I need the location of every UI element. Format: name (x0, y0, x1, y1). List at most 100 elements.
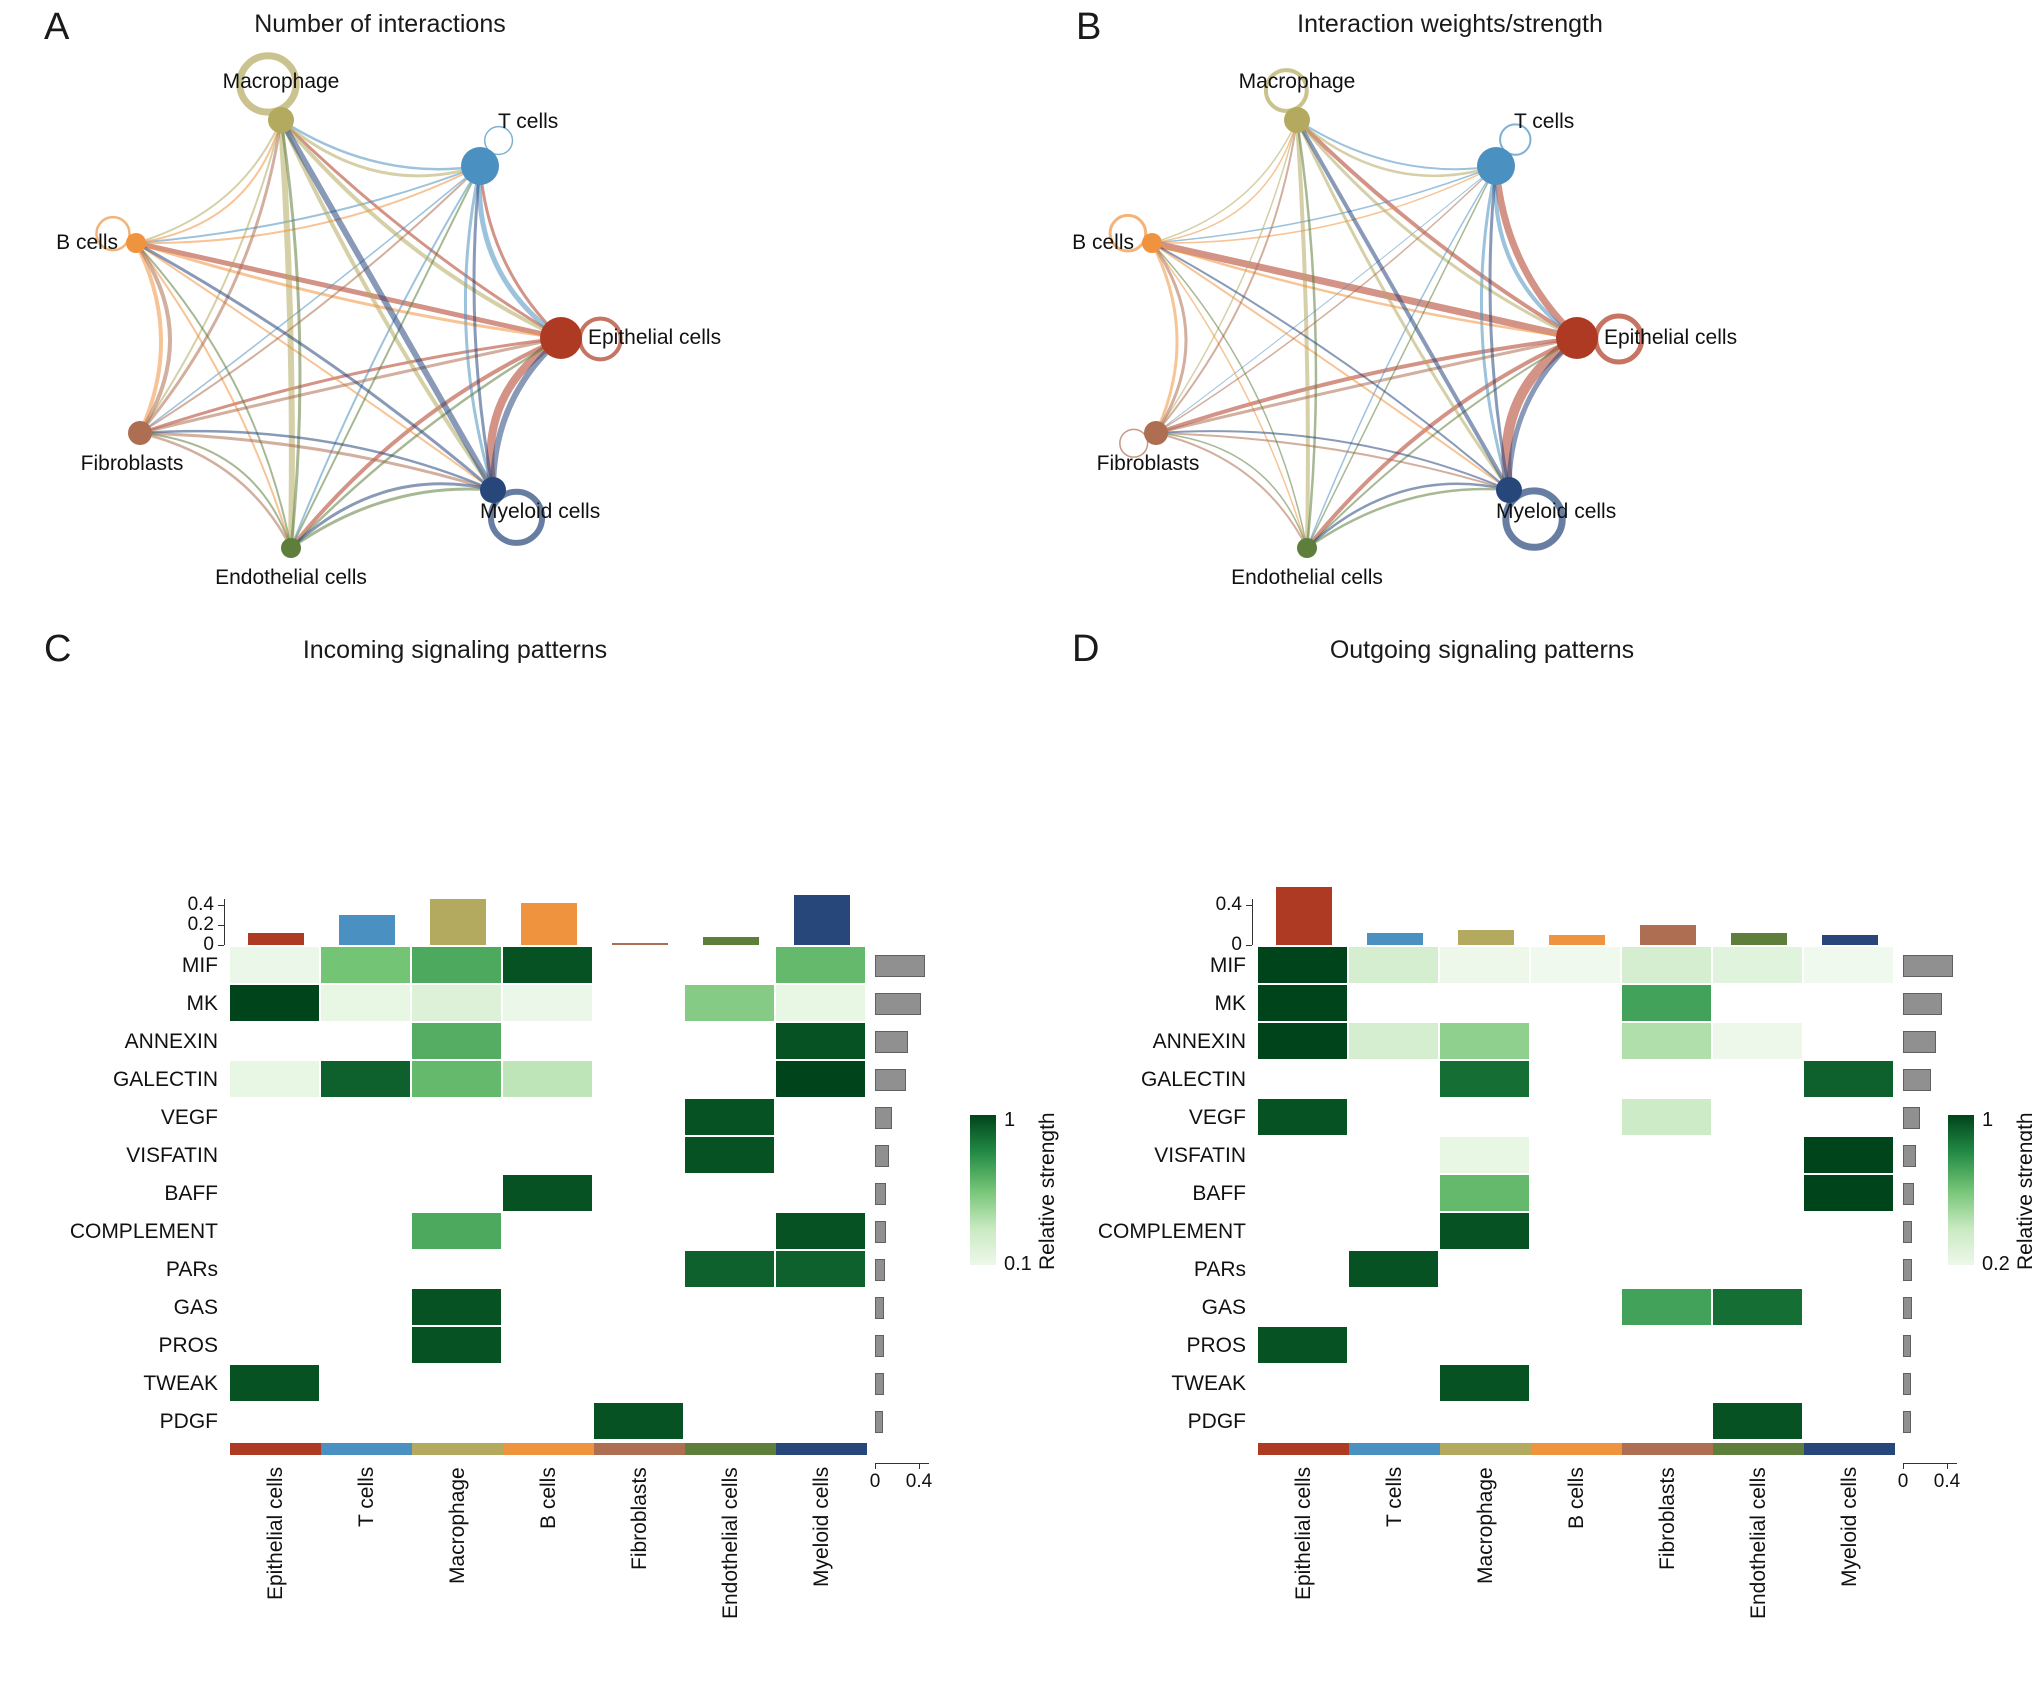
heatmap-cell (503, 1403, 592, 1439)
top-bar-axis (224, 899, 225, 945)
heatmap-cell (1713, 1061, 1802, 1097)
heatmap-cell (321, 1327, 410, 1363)
heatmap-cell (1531, 1251, 1620, 1287)
top-bar-axis-tick (218, 945, 224, 946)
heatmap-cell (1440, 1365, 1529, 1401)
heatmap-cell (1713, 1365, 1802, 1401)
pathway-row-label: ANNEXIN (124, 1030, 218, 1053)
network-node (1142, 233, 1162, 253)
top-bar-tick-label: 0.4 (187, 894, 214, 915)
row-strength-bar (875, 1145, 890, 1167)
heatmap-cell (503, 1099, 592, 1135)
network-edge (476, 163, 564, 341)
heatmap-cell (321, 1137, 410, 1173)
heatmap-cell (321, 1213, 410, 1249)
network-edge (279, 118, 563, 340)
heatmap-cell (1804, 1251, 1893, 1287)
interaction-count-network: Epithelial cells T cells Macrophage B cells… (56, 52, 721, 589)
heatmap-cell (1440, 1289, 1529, 1325)
heatmap-cell (776, 1213, 865, 1249)
pathway-row-label: BAFF (164, 1182, 218, 1205)
right-bar-axis-tick (1903, 1463, 1904, 1469)
heatmap-cell (685, 1023, 774, 1059)
pathway-row-label: TWEAK (1171, 1372, 1246, 1395)
panel-title-c: Incoming signaling patterns (302, 636, 608, 664)
heatmap-cell (412, 1137, 501, 1173)
heatmap-cell (1622, 1137, 1711, 1173)
heatmap-cell (1258, 1137, 1347, 1173)
heatmap-cell (412, 1023, 501, 1059)
heatmap-cell (594, 1403, 683, 1439)
network-edge (1155, 432, 1308, 549)
colorbar-gradient (970, 1115, 996, 1265)
row-strength-bar (1903, 1221, 1912, 1243)
colorbar-title: Relative strength (1036, 1112, 1059, 1270)
top-bar (1275, 887, 1332, 945)
heatmap-cell (321, 1099, 410, 1135)
heatmap-cell (1349, 1023, 1438, 1059)
network-edge (134, 241, 164, 435)
column-annotation (412, 1443, 503, 1455)
network-edge (1295, 118, 1579, 340)
heatmap-cell (1258, 1365, 1347, 1401)
right-bar-tick-label: 0.4 (905, 1471, 933, 1492)
heatmap-cell (1440, 1061, 1529, 1097)
colorbar-gradient (1948, 1115, 1974, 1265)
network-edge (1151, 242, 1308, 549)
right-bar-axis-tick (1947, 1463, 1948, 1469)
row-strength-bar (1903, 1297, 1912, 1319)
heatmap-cell (1622, 1365, 1711, 1401)
heatmap-cell (1713, 1023, 1802, 1059)
pathway-row-label: MIF (181, 954, 218, 977)
outgoing-signaling-heatmap: 1 0.2 Relative strength 0 0.4 MIF MK ANNEXIN… (1062, 622, 2032, 1684)
heatmap-cell (503, 1137, 592, 1173)
network-edge (1488, 164, 1511, 492)
heatmap-cell (1531, 947, 1620, 983)
pathway-row-label: BAFF (1192, 1182, 1246, 1205)
column-label: Myeloid cells (1837, 1467, 1861, 1588)
colorbar-max-label: 1 (1004, 1109, 1016, 1131)
network-node (281, 538, 301, 558)
panel-letter-a: A (44, 6, 70, 48)
column-label: B cells (536, 1467, 560, 1529)
network-edge (1306, 165, 1497, 549)
network-node-label: Endothelial cells (1231, 566, 1383, 589)
heatmap-cell (1349, 1365, 1438, 1401)
top-bar (793, 895, 850, 945)
heatmap-cell (1622, 1175, 1711, 1211)
top-bar-tick-label: 0.2 (187, 914, 214, 935)
heatmap-cell (412, 1061, 501, 1097)
row-strength-bar (1903, 1145, 1917, 1167)
network-edge (1155, 119, 1298, 434)
heatmap-cell (1622, 947, 1711, 983)
heatmap-cell (1258, 1213, 1347, 1249)
heatmap-cell (776, 1403, 865, 1439)
column-annotation (1258, 1443, 1349, 1455)
heatmap-cell (1713, 1137, 1802, 1173)
row-strength-bar (1903, 1031, 1936, 1053)
network-node (1297, 538, 1317, 558)
network-edge (1306, 337, 1578, 549)
column-label-cell: T cells (1349, 1467, 1440, 1672)
network-node (1477, 147, 1515, 185)
heatmap-cell (1258, 947, 1347, 983)
heatmap-cell (776, 947, 865, 983)
heatmap-cell (1713, 1251, 1802, 1287)
heatmap-cell (685, 1403, 774, 1439)
network-edge (1295, 118, 1318, 550)
heatmap-cell (1440, 1137, 1529, 1173)
top-bar (338, 915, 395, 945)
network-edge (1295, 118, 1579, 340)
panel-letter-d: D (1072, 628, 1100, 670)
network-edge (489, 335, 564, 493)
heatmap-cell (321, 1289, 410, 1325)
heatmap-cell (1713, 1213, 1802, 1249)
heatmap-cell (1713, 1175, 1802, 1211)
network-edge (290, 165, 481, 549)
colorbar-max-label: 1 (1982, 1109, 1994, 1131)
row-strength-bar (1903, 1335, 1911, 1357)
network-node-label: Fibroblasts (81, 452, 184, 475)
heatmap-cell (685, 1251, 774, 1287)
column-label-cell: T cells (321, 1467, 412, 1672)
heatmap-cell (1349, 1175, 1438, 1211)
